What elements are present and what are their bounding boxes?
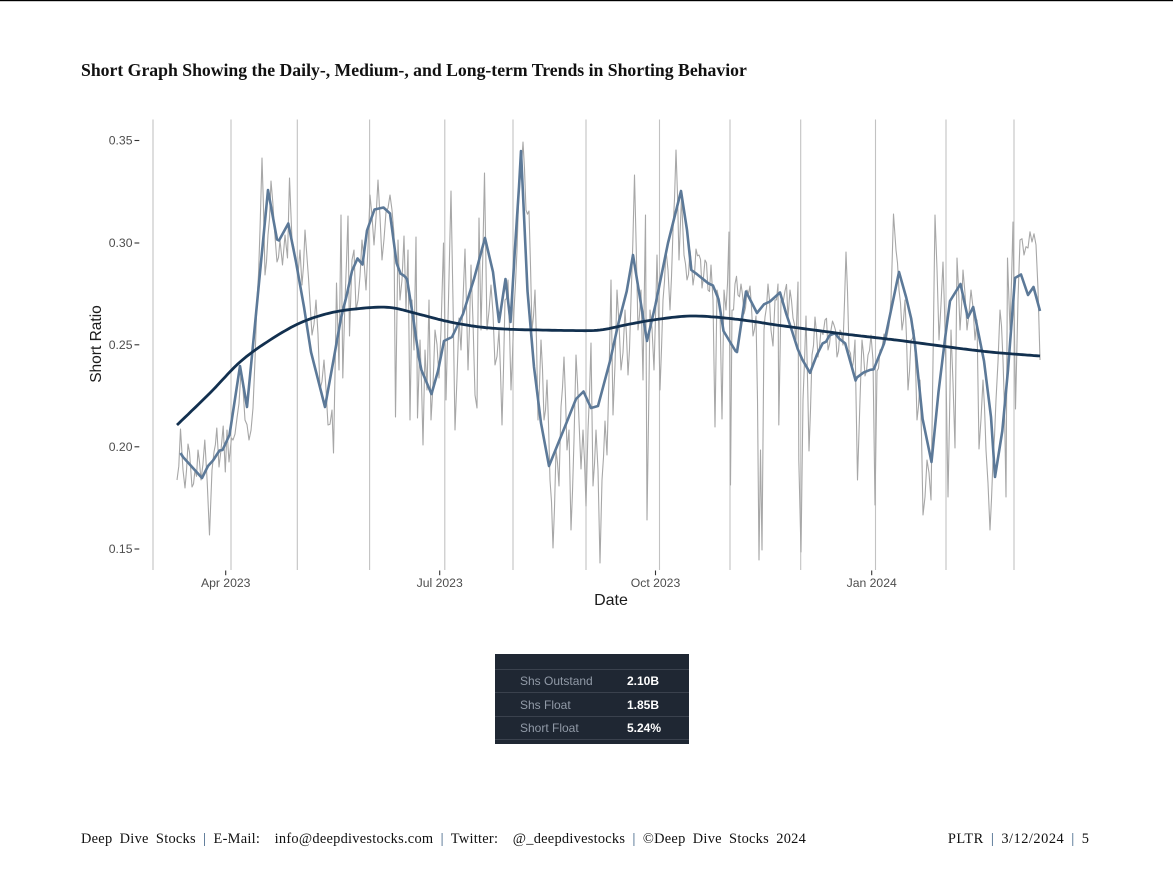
svg-text:Jul 2023: Jul 2023 (417, 576, 463, 590)
svg-text:0.15: 0.15 (109, 542, 133, 556)
svg-text:Apr 2023: Apr 2023 (201, 576, 251, 590)
svg-text:0.35: 0.35 (109, 134, 133, 148)
svg-text:0.30: 0.30 (109, 236, 133, 250)
svg-text:0.20: 0.20 (109, 440, 133, 454)
svg-text:0.25: 0.25 (109, 338, 133, 352)
svg-text:Jan 2024: Jan 2024 (847, 576, 897, 590)
svg-text:Oct 2023: Oct 2023 (631, 576, 681, 590)
svg-text:Short Ratio: Short Ratio (88, 305, 105, 383)
svg-text:Date: Date (594, 592, 628, 609)
